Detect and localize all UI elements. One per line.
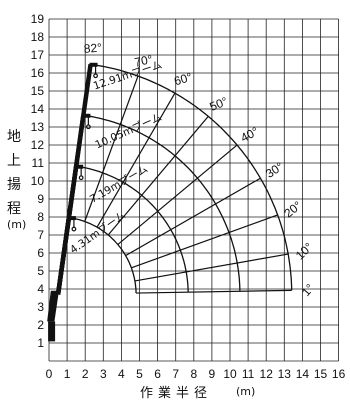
y-tick-label: 10 [31, 174, 45, 188]
crane-column [48, 321, 56, 342]
x-tick-label: 0 [46, 367, 53, 381]
boom-tip-head [82, 113, 91, 118]
boom-tip-head [89, 62, 98, 67]
y-tick-label: 16 [31, 66, 45, 80]
angle-ray [136, 289, 292, 294]
x-tick-label: 16 [332, 367, 346, 381]
y-tick-label: 3 [37, 300, 44, 314]
y-tick-label: 19 [31, 12, 45, 26]
boom-arc [68, 216, 137, 293]
y-tick-label: 4 [37, 282, 44, 296]
angle-ray [117, 144, 238, 245]
boom-angle-lines [68, 64, 292, 294]
y-tick-label: 13 [31, 120, 45, 134]
boom-length-label: 4.31mブーム [67, 209, 128, 257]
x-tick-label: 14 [296, 367, 310, 381]
angle-label: 82° [83, 41, 102, 56]
y-axis-label-char: 程 [7, 201, 21, 217]
crane-base [47, 290, 59, 322]
y-axis-label-char: 揚 [7, 177, 21, 193]
x-tick-labels: 0 1 2 3 4 5 6 7 8 9 10 11 12 13 14 15 16 [46, 367, 346, 381]
x-tick-label: 9 [209, 367, 216, 381]
hook-icon [71, 226, 77, 232]
y-tick-label: 14 [31, 102, 45, 116]
x-tick-label: 8 [190, 367, 197, 381]
x-tick-label: 3 [100, 367, 107, 381]
angle-ray [107, 115, 209, 236]
y-tick-label: 11 [32, 156, 45, 170]
boom-tip-head [67, 216, 76, 221]
angle-ray [84, 75, 139, 222]
boom-section [55, 63, 93, 295]
crane-silhouette [47, 62, 98, 342]
angle-label: 10° [293, 240, 316, 263]
x-tick-label: 2 [82, 367, 89, 381]
x-tick-label: 6 [154, 367, 161, 381]
y-tick-label: 12 [31, 138, 45, 152]
hook-icon [85, 124, 91, 130]
x-tick-label: 13 [278, 367, 292, 381]
grid [48, 18, 340, 362]
y-tick-label: 1 [37, 336, 44, 350]
y-tick-label: 17 [31, 48, 45, 62]
x-tick-label: 5 [136, 367, 143, 381]
y-tick-label: 2 [37, 318, 44, 332]
y-axis-label-char: 上 [7, 153, 21, 169]
x-tick-label: 4 [118, 367, 125, 381]
angle-label: 1° [299, 281, 317, 299]
y-tick-label: 6 [37, 246, 44, 260]
boom-arc [76, 165, 189, 293]
x-tick-label: 15 [314, 367, 328, 381]
x-axis-unit: (m) [236, 385, 256, 398]
boom-arc [83, 114, 241, 292]
y-tick-label: 18 [31, 30, 45, 44]
y-tick-label: 15 [31, 84, 45, 98]
y-tick-label: 5 [37, 264, 44, 278]
x-axis-label: 作業半径 [140, 386, 213, 401]
angle-label: 60° [172, 70, 194, 89]
angle-label: 50° [208, 94, 230, 114]
y-tick-label: 8 [37, 210, 44, 224]
hook-icon [93, 73, 98, 79]
x-tick-label: 1 [64, 367, 71, 381]
boom-arc [90, 63, 293, 291]
x-tick-label: 11 [242, 367, 255, 381]
y-tick-label: 7 [37, 228, 44, 242]
x-tick-label: 10 [223, 367, 237, 381]
y-axis-label-char: 地 [7, 129, 21, 145]
boom-tip-head [75, 164, 84, 169]
angle-ray [134, 253, 289, 282]
angle-ray [125, 177, 261, 257]
y-tick-label: 9 [37, 192, 44, 206]
y-axis-unit: (m) [7, 218, 27, 231]
hook-icon [78, 175, 84, 181]
angle-ray [131, 214, 278, 269]
boom-length-arcs [68, 63, 293, 293]
angle-label: 70° [133, 52, 154, 69]
x-tick-label: 12 [260, 367, 274, 381]
x-tick-label: 7 [172, 367, 179, 381]
angle-ray [96, 92, 176, 228]
